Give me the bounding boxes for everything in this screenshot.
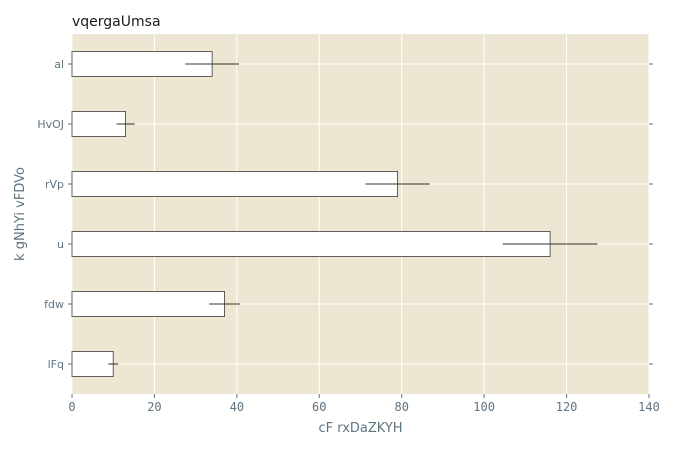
bar	[71, 290, 225, 317]
bar	[71, 170, 398, 197]
x-axis-label: cF rxDaZKYH	[318, 421, 402, 436]
x-tick-label: 60	[312, 400, 326, 414]
x-tick-label: 120	[556, 400, 578, 414]
bar	[71, 350, 114, 377]
plot-area	[72, 34, 649, 394]
y-tick-label: al	[54, 58, 64, 71]
x-axis-ticks: 0 20 40 60 80 100 120 140	[68, 394, 660, 414]
x-tick-label: 80	[394, 400, 408, 414]
y-tick-label: HvOJ	[37, 118, 64, 131]
y-tick-label: rVp	[45, 178, 64, 191]
x-tick-label: 140	[638, 400, 660, 414]
y-tick-label: lFq	[48, 358, 64, 371]
y-axis-ticks: al HvOJ rVp u fdw lFq	[37, 58, 653, 371]
x-tick-label: 20	[147, 400, 161, 414]
x-tick-label: 40	[230, 400, 244, 414]
y-tick-label: fdw	[44, 298, 64, 311]
y-axis-label: k gNhYi vFDVo	[13, 167, 28, 261]
y-tick-label: u	[57, 238, 64, 251]
x-tick-label: 100	[473, 400, 495, 414]
bar	[71, 230, 551, 257]
chart-title: vqergaUmsa	[72, 14, 161, 30]
x-tick-label: 0	[68, 400, 75, 414]
error-bars	[108, 63, 598, 365]
